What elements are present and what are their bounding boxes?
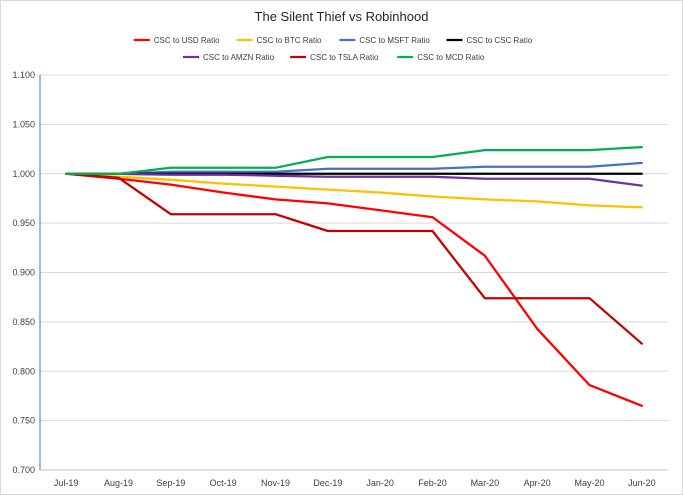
legend-item: CSC to BTC Ratio [236,36,322,45]
legend: CSC to USD Ratio CSC to BTC Ratio CSC to M… [133,36,533,62]
x-tick-label: Jul-19 [54,478,79,488]
legend-label: CSC to MCD Ratio [417,53,485,62]
y-tick-label: 0.800 [12,366,35,376]
legend-item: CSC to USD Ratio [133,36,220,45]
legend-label: CSC to USD Ratio [154,36,220,45]
legend-label: CSC to BTC Ratio [257,36,322,45]
series-line-csc-to-msft-ratio [65,161,643,175]
y-tick-label: 1.100 [12,70,35,80]
x-tick-label: Aug-19 [104,478,133,488]
legend-item: CSC to MCD Ratio [397,53,485,62]
x-tick-label: Jan-20 [366,478,394,488]
series-lines [65,145,643,407]
legend-item: CSC to MSFT Ratio [339,36,430,45]
legend-label: CSC to TSLA Ratio [310,53,379,62]
series-line-csc-to-mcd-ratio [65,145,643,175]
y-tick-label: 1.050 [12,119,35,129]
y-axis-ticks: 0.700 0.750 0.800 0.850 0.900 0.950 1.000 1.050… [12,70,35,475]
x-tick-label: Nov-19 [261,478,290,488]
legend-label: CSC to AMZN Ratio [203,53,275,62]
y-tick-label: 0.750 [12,416,35,426]
y-tick-label: 0.950 [12,218,35,228]
legend-label: CSC to CSC Ratio [466,36,532,45]
y-tick-label: 0.850 [12,317,35,327]
x-axis-ticks: Jul-19 Aug-19 Sep-19 Oct-19 Nov-19 Dec-19 Jan-… [54,478,656,488]
chart-title: The Silent Thief vs Robinhood [255,9,429,24]
legend-label: CSC to MSFT Ratio [359,36,430,45]
series-line-csc-to-usd-ratio [65,172,643,407]
x-tick-label: Jun-20 [628,478,656,488]
x-tick-label: Dec-19 [313,478,342,488]
x-tick-label: May-20 [574,478,604,488]
x-tick-label: Sep-19 [156,478,185,488]
x-tick-label: Mar-20 [471,478,500,488]
y-tick-label: 1.000 [12,169,35,179]
series-line-csc-to-btc-ratio [65,172,643,209]
y-tick-label: 0.900 [12,268,35,278]
legend-item: CSC to AMZN Ratio [183,53,275,62]
y-tick-label: 0.700 [12,465,35,475]
x-tick-label: Apr-20 [524,478,551,488]
x-tick-label: Oct-19 [210,478,237,488]
x-tick-label: Feb-20 [418,478,447,488]
legend-item: CSC to TSLA Ratio [290,53,379,62]
series-line-csc-to-tsla-ratio [65,172,643,345]
legend-item: CSC to CSC Ratio [446,36,533,45]
series-line-csc-to-amzn-ratio [65,172,643,187]
axes [39,75,668,471]
